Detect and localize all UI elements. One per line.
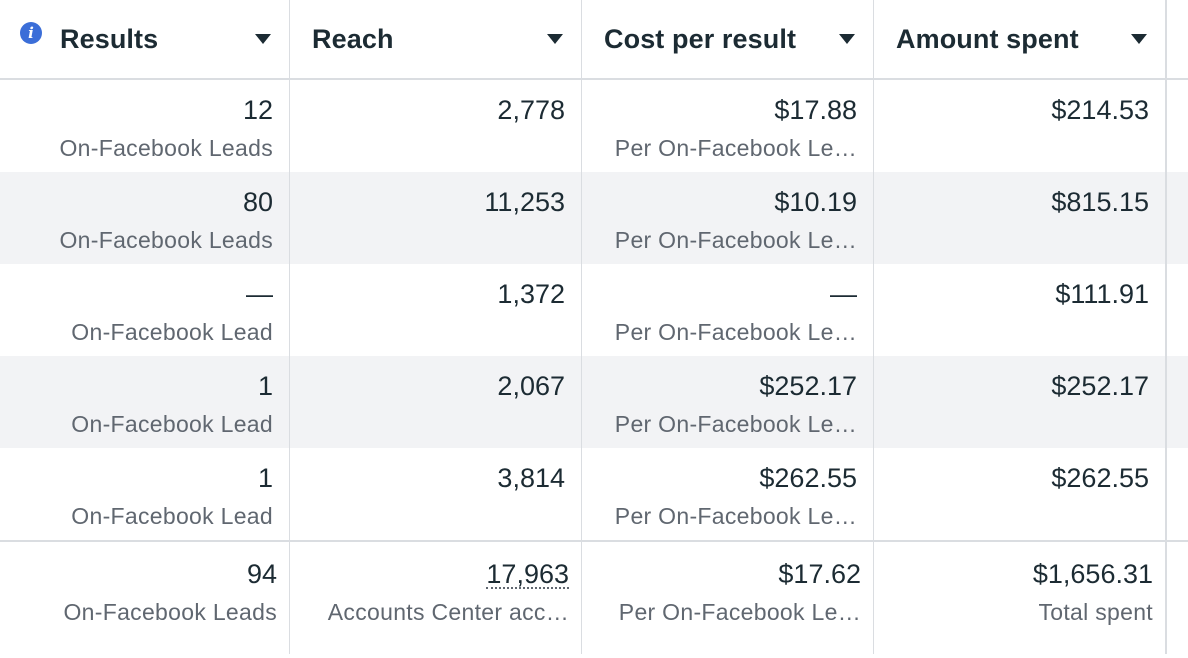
column-title: Cost per result [604, 23, 797, 54]
total-cost-value: $17.62 [778, 559, 861, 589]
results-value: — [246, 279, 273, 309]
table-row[interactable]: 1 On-Facebook Lead 3,814 $262.55 Per On-… [0, 448, 1188, 540]
cost-value: $252.17 [759, 371, 857, 401]
results-type: On-Facebook Lead [71, 411, 273, 437]
column-header-reach[interactable]: Reach [290, 0, 582, 78]
reach-cell: 2,067 [290, 356, 582, 448]
chevron-down-icon[interactable] [547, 34, 563, 44]
column-divider [1166, 172, 1188, 264]
cost-cell: $17.88 Per On-Facebook Le… [582, 80, 874, 172]
table-row[interactable]: — On-Facebook Lead 1,372 — Per On-Facebo… [0, 264, 1188, 356]
spent-cell: $262.55 [874, 448, 1166, 540]
results-cell: 1 On-Facebook Lead [0, 448, 290, 540]
info-icon[interactable]: i [20, 22, 42, 44]
column-divider [1166, 542, 1188, 654]
cost-cell: $262.55 Per On-Facebook Le… [582, 448, 874, 540]
results-cell: — On-Facebook Lead [0, 264, 290, 356]
results-type: On-Facebook Leads [59, 135, 273, 161]
reach-cell: 3,814 [290, 448, 582, 540]
results-type: On-Facebook Leads [59, 227, 273, 253]
reach-value: 2,778 [497, 95, 565, 125]
cost-cell: $10.19 Per On-Facebook Le… [582, 172, 874, 264]
cost-value: $17.88 [774, 95, 857, 125]
results-value: 1 [257, 371, 273, 401]
cost-type: Per On-Facebook Le… [614, 135, 857, 161]
results-value: 1 [257, 463, 273, 493]
cost-value: $262.55 [759, 463, 857, 493]
spent-value: $815.15 [1051, 187, 1149, 217]
total-results-cell: 94 On-Facebook Leads [0, 542, 290, 654]
reach-value: 2,067 [497, 371, 565, 401]
chevron-down-icon[interactable] [1131, 34, 1147, 44]
results-cell: 1 On-Facebook Lead [0, 356, 290, 448]
spent-value: $252.17 [1051, 371, 1149, 401]
cost-type: Per On-Facebook Le… [614, 227, 857, 253]
column-divider [1166, 356, 1188, 448]
reach-cell: 1,372 [290, 264, 582, 356]
table-row[interactable]: 80 On-Facebook Leads 11,253 $10.19 Per O… [0, 172, 1188, 264]
total-reach-type: Accounts Center acc… [327, 599, 569, 625]
spent-value: $111.91 [1055, 279, 1149, 309]
column-title: Amount spent [896, 23, 1079, 54]
reach-cell: 2,778 [290, 80, 582, 172]
total-reach-cell: 17,963 Accounts Center acc… [290, 542, 582, 654]
cost-cell: — Per On-Facebook Le… [582, 264, 874, 356]
table-row[interactable]: 1 On-Facebook Lead 2,067 $252.17 Per On-… [0, 356, 1188, 448]
cost-value: — [830, 279, 857, 309]
total-cost-cell: $17.62 Per On-Facebook Le… [582, 542, 874, 654]
column-divider [1166, 264, 1188, 356]
column-divider [1166, 80, 1188, 172]
reach-value: 11,253 [484, 187, 565, 217]
spent-value: $214.53 [1051, 95, 1149, 125]
column-divider [1166, 0, 1188, 78]
cost-type: Per On-Facebook Le… [614, 503, 857, 529]
spent-cell: $252.17 [874, 356, 1166, 448]
cost-value: $10.19 [774, 187, 857, 217]
column-header-amount-spent[interactable]: Amount spent [874, 0, 1166, 78]
column-header-results[interactable]: i Results [0, 0, 290, 78]
reach-value: 3,814 [497, 463, 565, 493]
total-spent-cell: $1,656.31 Total spent [874, 542, 1166, 654]
reach-cell: 11,253 [290, 172, 582, 264]
column-divider [1166, 448, 1188, 540]
total-spent-value: $1,656.31 [1032, 559, 1153, 589]
column-title: Reach [312, 23, 394, 54]
total-results-value: 94 [246, 559, 277, 589]
cost-type: Per On-Facebook Le… [614, 319, 857, 345]
results-cell: 80 On-Facebook Leads [0, 172, 290, 264]
total-reach-value[interactable]: 17,963 [486, 559, 569, 589]
reach-value: 1,372 [497, 279, 565, 309]
column-header-cost-per-result[interactable]: Cost per result [582, 0, 874, 78]
cost-cell: $252.17 Per On-Facebook Le… [582, 356, 874, 448]
column-title: Results [60, 23, 159, 54]
total-spent-type: Total spent [1038, 599, 1153, 625]
cost-type: Per On-Facebook Le… [614, 411, 857, 437]
spent-cell: $815.15 [874, 172, 1166, 264]
chevron-down-icon[interactable] [839, 34, 855, 44]
spent-cell: $214.53 [874, 80, 1166, 172]
results-type: On-Facebook Lead [71, 503, 273, 529]
results-type: On-Facebook Lead [71, 319, 273, 345]
spent-value: $262.55 [1051, 463, 1149, 493]
results-value: 12 [242, 95, 273, 125]
results-value: 80 [242, 187, 273, 217]
spent-cell: $111.91 [874, 264, 1166, 356]
table-header: i Results Reach Cost per result Amount s… [0, 0, 1188, 80]
chevron-down-icon[interactable] [255, 34, 271, 44]
table-row[interactable]: 12 On-Facebook Leads 2,778 $17.88 Per On… [0, 80, 1188, 172]
total-cost-type: Per On-Facebook Le… [618, 599, 861, 625]
total-results-type: On-Facebook Leads [63, 599, 277, 625]
totals-row: 94 On-Facebook Leads 17,963 Accounts Cen… [0, 540, 1188, 654]
results-cell: 12 On-Facebook Leads [0, 80, 290, 172]
